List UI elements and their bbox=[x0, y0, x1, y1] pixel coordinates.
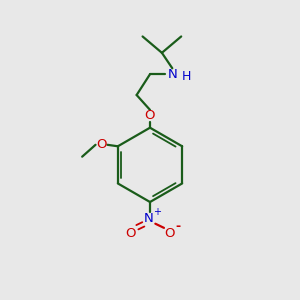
Text: N: N bbox=[167, 68, 177, 81]
Text: N: N bbox=[144, 212, 153, 225]
Text: O: O bbox=[125, 227, 136, 240]
Text: O: O bbox=[96, 138, 107, 151]
Text: O: O bbox=[164, 227, 175, 240]
Text: O: O bbox=[145, 109, 155, 122]
Text: H: H bbox=[182, 70, 191, 83]
Text: +: + bbox=[152, 207, 160, 217]
Text: -: - bbox=[175, 220, 180, 233]
